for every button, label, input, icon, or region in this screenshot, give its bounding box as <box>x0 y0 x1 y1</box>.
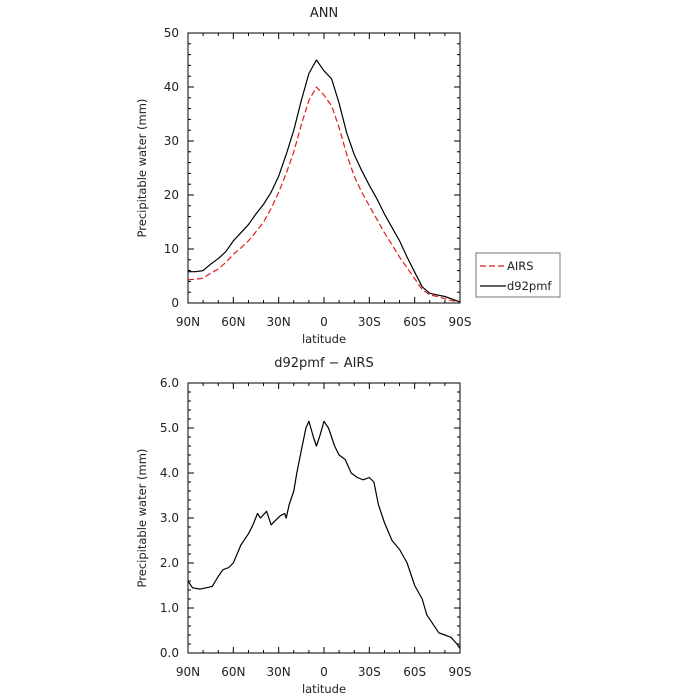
chart-title: d92pmf − AIRS <box>274 356 373 371</box>
y-tick-label: 1.0 <box>160 601 179 615</box>
y-tick-label: 20 <box>164 188 179 202</box>
x-tick-label: 30N <box>267 665 291 679</box>
series-line-d92pmf <box>188 59 461 303</box>
x-tick-label: 30S <box>358 665 381 679</box>
x-tick-label: 90S <box>449 315 472 329</box>
x-tick-label: 60N <box>221 315 245 329</box>
legend: AIRS d92pmf <box>475 252 561 298</box>
y-tick-label: 0.0 <box>160 646 179 660</box>
x-tick-label: 60S <box>403 665 426 679</box>
legend-label-airs: AIRS <box>507 259 534 273</box>
plot-frame <box>187 382 461 654</box>
x-tick-label: 60S <box>403 315 426 329</box>
x-tick-label: 30S <box>358 315 381 329</box>
legend-label-d92pmf: d92pmf <box>507 279 552 293</box>
x-tick-label: 60N <box>221 665 245 679</box>
series-line-series-0 <box>187 420 461 649</box>
x-tick-label: 90N <box>176 665 200 679</box>
y-tick-label: 0 <box>171 296 179 310</box>
y-tick-label: 40 <box>164 80 179 94</box>
x-tick-label: 0 <box>320 315 328 329</box>
plot-frame <box>187 32 461 304</box>
y-tick-label: 5.0 <box>160 421 179 435</box>
chart-title: ANN <box>310 6 338 21</box>
y-axis-label: Precipitable water (mm) <box>135 449 149 588</box>
x-tick-label: 90S <box>449 665 472 679</box>
x-axis-label: latitude <box>302 682 346 696</box>
y-tick-label: 4.0 <box>160 466 179 480</box>
y-axis-label: Precipitable water (mm) <box>135 99 149 238</box>
x-tick-label: 30N <box>267 315 291 329</box>
y-tick-label: 6.0 <box>160 376 179 390</box>
series-line-airs <box>187 86 461 303</box>
y-tick-label: 30 <box>164 134 179 148</box>
y-tick-label: 10 <box>164 242 179 256</box>
panel-difference: d92pmf − AIRS 90N 60N 30N 0 30S 60S 90S 0.0 1.0 2.… <box>135 356 471 696</box>
panel-annual-precipitable-water: ANN 90N 60N 30N 0 30S 60S 90S 0 10 20 30 40 50 latitud… <box>135 6 471 346</box>
legend-box <box>475 252 561 298</box>
y-tick-label: 50 <box>164 26 179 40</box>
y-tick-label: 3.0 <box>160 511 179 525</box>
x-axis-label: latitude <box>302 332 346 346</box>
x-tick-label: 90N <box>176 315 200 329</box>
y-tick-label: 2.0 <box>160 556 179 570</box>
x-tick-label: 0 <box>320 665 328 679</box>
